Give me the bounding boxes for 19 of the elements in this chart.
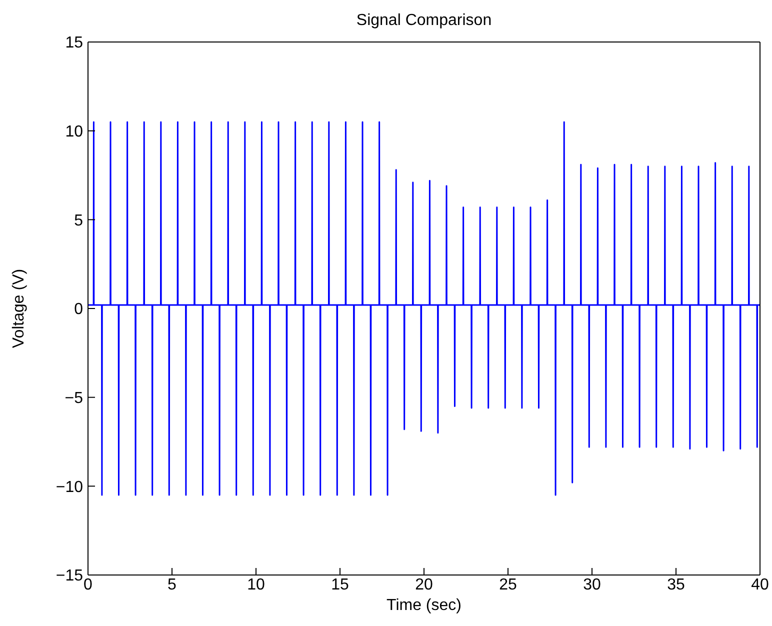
x-tick-label: 5: [168, 576, 177, 594]
y-tick-label: −10: [56, 478, 84, 496]
y-tick-label: 15: [65, 34, 84, 52]
x-tick-label: 15: [331, 576, 349, 594]
y-tick-label: 0: [74, 301, 84, 318]
x-tick-label: 20: [415, 576, 433, 594]
y-tick-label: −5: [64, 390, 84, 408]
x-tick-label: 25: [499, 576, 517, 594]
chart-title: Signal Comparison: [355, 12, 493, 30]
x-tick-label: 40: [751, 576, 769, 594]
line-series: [88, 121, 760, 496]
y-axis-title: Voltage (V): [10, 268, 28, 348]
y-tick-label: 5: [74, 212, 84, 230]
y-tick-label: 10: [65, 124, 84, 141]
x-tick-label: 35: [667, 576, 685, 594]
x-tick-label: 10: [247, 576, 265, 594]
x-tick-label: 30: [583, 576, 601, 594]
y-tick-label: −15: [56, 568, 84, 585]
x-axis-title: Time (sec): [386, 596, 462, 616]
